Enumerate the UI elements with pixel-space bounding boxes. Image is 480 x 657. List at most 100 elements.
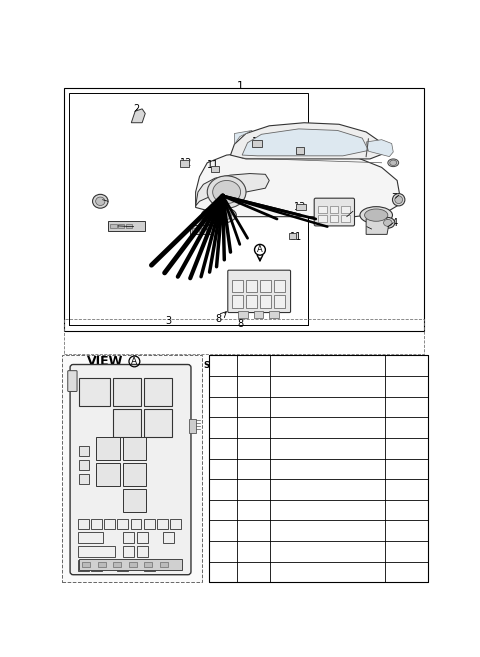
Text: 18: 18	[246, 421, 261, 434]
Text: 21: 21	[246, 483, 261, 496]
Bar	[123, 437, 146, 460]
Bar	[318, 206, 326, 213]
Bar	[79, 474, 89, 484]
Text: b: b	[126, 533, 131, 542]
Polygon shape	[234, 131, 252, 145]
Text: FUSE-SLOW BLOW: FUSE-SLOW BLOW	[288, 402, 367, 411]
Ellipse shape	[390, 160, 397, 166]
Bar	[252, 140, 262, 147]
FancyBboxPatch shape	[314, 198, 355, 226]
Text: 2: 2	[133, 104, 139, 114]
Bar	[104, 518, 115, 530]
Text: VIEW: VIEW	[87, 355, 123, 368]
Bar	[129, 562, 137, 567]
Bar	[199, 228, 204, 232]
Text: e: e	[160, 520, 165, 528]
Polygon shape	[242, 129, 369, 156]
Bar	[83, 562, 90, 567]
Bar	[341, 215, 350, 222]
Bar	[123, 463, 146, 486]
Text: g: g	[219, 505, 227, 515]
Bar	[157, 518, 168, 530]
Text: c: c	[220, 422, 226, 432]
Text: d: d	[124, 387, 131, 397]
Text: e: e	[220, 464, 227, 474]
Text: 19: 19	[246, 442, 261, 455]
FancyBboxPatch shape	[68, 371, 77, 392]
Text: FUSE-SLOW BLOW: FUSE-SLOW BLOW	[288, 568, 367, 577]
Bar	[274, 295, 285, 307]
Ellipse shape	[395, 196, 403, 204]
Text: 40A: 40A	[398, 382, 415, 391]
Bar	[330, 206, 338, 213]
FancyBboxPatch shape	[228, 270, 290, 313]
Bar	[117, 560, 128, 571]
Bar	[246, 295, 257, 307]
Text: 24: 24	[246, 545, 261, 558]
Bar	[78, 546, 115, 557]
Bar	[246, 280, 257, 292]
Text: f: f	[83, 461, 85, 470]
Text: d: d	[156, 418, 161, 428]
Text: b: b	[120, 561, 125, 570]
Text: FUSE: FUSE	[316, 506, 338, 514]
Text: d: d	[156, 387, 161, 397]
Text: h: h	[219, 526, 227, 536]
Bar	[78, 560, 89, 571]
Text: a: a	[94, 520, 99, 528]
Ellipse shape	[96, 197, 105, 206]
Text: 14: 14	[387, 218, 399, 228]
Ellipse shape	[93, 194, 108, 208]
Text: 16: 16	[246, 380, 261, 393]
Text: c: c	[132, 496, 137, 505]
Bar	[254, 311, 263, 317]
Ellipse shape	[206, 209, 231, 221]
Bar	[288, 233, 296, 239]
Bar	[123, 489, 146, 512]
Bar	[118, 223, 124, 228]
Bar	[62, 355, 202, 582]
Bar	[113, 409, 142, 437]
FancyBboxPatch shape	[70, 365, 191, 575]
Text: FUSE: FUSE	[316, 485, 338, 494]
Text: 8: 8	[216, 314, 222, 324]
Text: 6: 6	[97, 194, 103, 205]
Text: 9: 9	[297, 141, 303, 151]
Text: 1: 1	[237, 81, 244, 91]
Text: 13: 13	[294, 202, 306, 212]
Bar	[260, 280, 271, 292]
Text: A: A	[257, 245, 263, 254]
Text: 20A: 20A	[398, 506, 415, 514]
Ellipse shape	[365, 209, 388, 221]
Text: FUSE: FUSE	[316, 464, 338, 473]
Text: c: c	[106, 444, 110, 453]
Bar	[78, 518, 89, 530]
Text: SYMBOL: SYMBOL	[204, 361, 242, 370]
Polygon shape	[132, 109, 145, 123]
Text: 8: 8	[206, 224, 213, 234]
Text: FUSE-SLOW BLOW: FUSE-SLOW BLOW	[288, 547, 367, 556]
Bar	[98, 562, 106, 567]
Bar	[79, 559, 181, 570]
Bar	[69, 93, 308, 325]
Bar	[232, 280, 243, 292]
Bar	[96, 463, 120, 486]
Bar	[64, 88, 424, 330]
Bar	[192, 228, 196, 232]
Text: 25: 25	[246, 566, 261, 579]
Ellipse shape	[202, 207, 236, 223]
Bar	[144, 518, 155, 530]
Text: 10A: 10A	[397, 464, 415, 473]
Text: a: a	[120, 520, 125, 528]
Text: a: a	[140, 533, 144, 542]
Bar	[91, 560, 102, 571]
Bar	[110, 223, 117, 228]
Bar	[137, 546, 147, 557]
Text: j: j	[82, 561, 84, 570]
Bar	[211, 166, 219, 172]
Bar	[137, 532, 147, 543]
Text: c: c	[132, 444, 137, 453]
Text: 7: 7	[392, 193, 398, 203]
Ellipse shape	[360, 207, 393, 223]
Text: c: c	[106, 470, 110, 479]
